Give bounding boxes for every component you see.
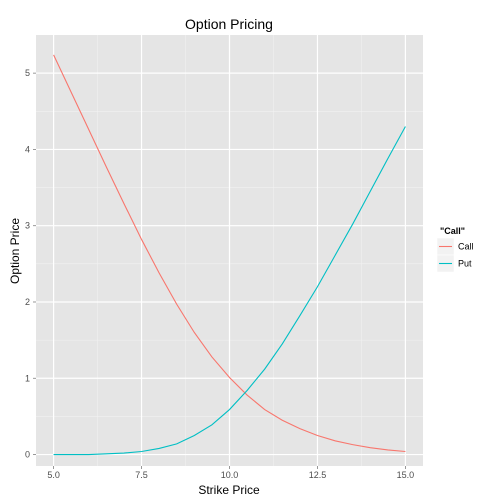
legend-key-call — [436, 237, 455, 256]
y-tick-label: 4 — [25, 144, 30, 154]
x-tick-label: 7.5 — [135, 470, 148, 480]
series-line-call — [53, 54, 406, 453]
x-tick-label: 12.5 — [309, 470, 327, 480]
series-line-put — [53, 126, 406, 456]
axes: 5.0 7.5 10.0 12.5 15.0 0 1 2 3 4 5 — [25, 68, 414, 480]
x-tick-label: 15.0 — [397, 470, 415, 480]
x-tick-label: 5.0 — [47, 470, 60, 480]
y-tick-label: 3 — [25, 221, 30, 231]
y-tick-label: 0 — [25, 450, 30, 460]
legend-label-put: Put — [458, 259, 472, 269]
y-tick-label: 2 — [25, 297, 30, 307]
x-axis-title: Strike Price — [198, 483, 260, 497]
x-tick-label: 10.0 — [221, 470, 239, 480]
chart-title: Option Pricing — [185, 16, 273, 32]
legend: "Call" Call Put — [436, 226, 474, 273]
y-axis-title: Option Price — [8, 218, 22, 284]
legend-key-put — [436, 254, 455, 273]
y-tick-label: 5 — [25, 68, 30, 78]
grid-lines — [36, 35, 423, 466]
series-lines — [53, 54, 406, 456]
legend-title: "Call" — [440, 226, 465, 236]
legend-label-call: Call — [458, 242, 474, 252]
y-tick-label: 1 — [25, 373, 30, 383]
